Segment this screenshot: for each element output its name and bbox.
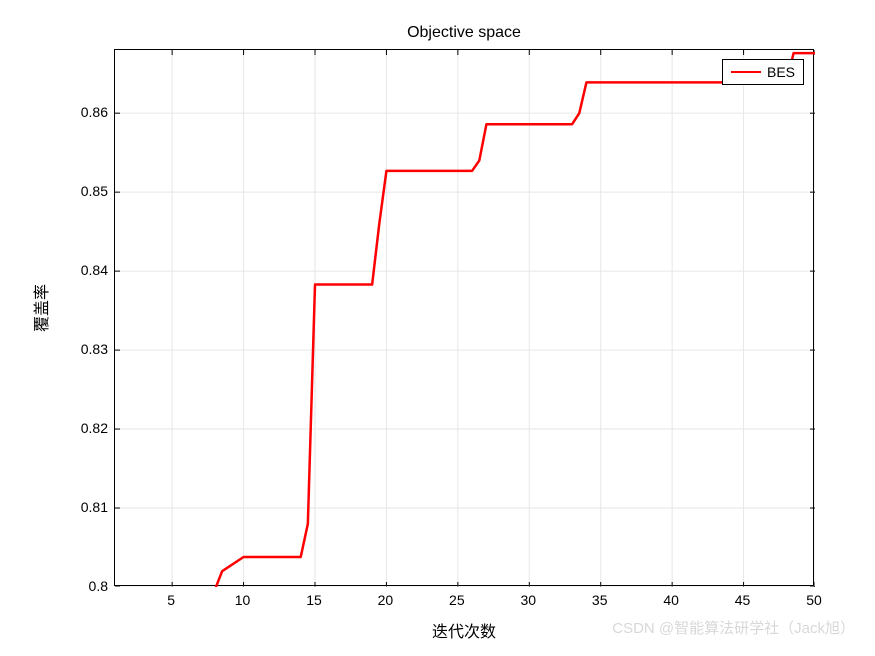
legend-label: BES (767, 64, 795, 80)
x-tick-label: 45 (735, 592, 751, 608)
x-tick-label: 40 (663, 592, 679, 608)
y-tick-label: 0.85 (70, 183, 108, 199)
y-tick-label: 0.86 (70, 104, 108, 120)
chart-svg (115, 50, 815, 587)
y-tick-label: 0.8 (70, 578, 108, 594)
y-tick-label: 0.84 (70, 262, 108, 278)
x-tick-label: 15 (306, 592, 322, 608)
y-tick-label: 0.82 (70, 420, 108, 436)
x-tick-label: 35 (592, 592, 608, 608)
y-axis-label: 覆盖率 (28, 312, 52, 332)
plot-area (114, 49, 814, 586)
chart-title: Objective space (114, 24, 814, 42)
watermark: CSDN @智能算法研学社（Jack旭） (612, 617, 855, 638)
y-tick-label: 0.81 (70, 499, 108, 515)
x-tick-label: 10 (235, 592, 251, 608)
x-tick-label: 30 (520, 592, 536, 608)
legend: BES (722, 59, 804, 85)
x-tick-label: 20 (378, 592, 394, 608)
legend-line (731, 71, 761, 74)
x-tick-label: 25 (449, 592, 465, 608)
x-tick-label: 50 (806, 592, 822, 608)
chart-container: Objective space 覆盖率 迭代次数 BES CSDN @智能算法研… (0, 0, 875, 656)
x-tick-label: 5 (167, 592, 175, 608)
y-tick-label: 0.83 (70, 341, 108, 357)
series-line (115, 53, 815, 587)
